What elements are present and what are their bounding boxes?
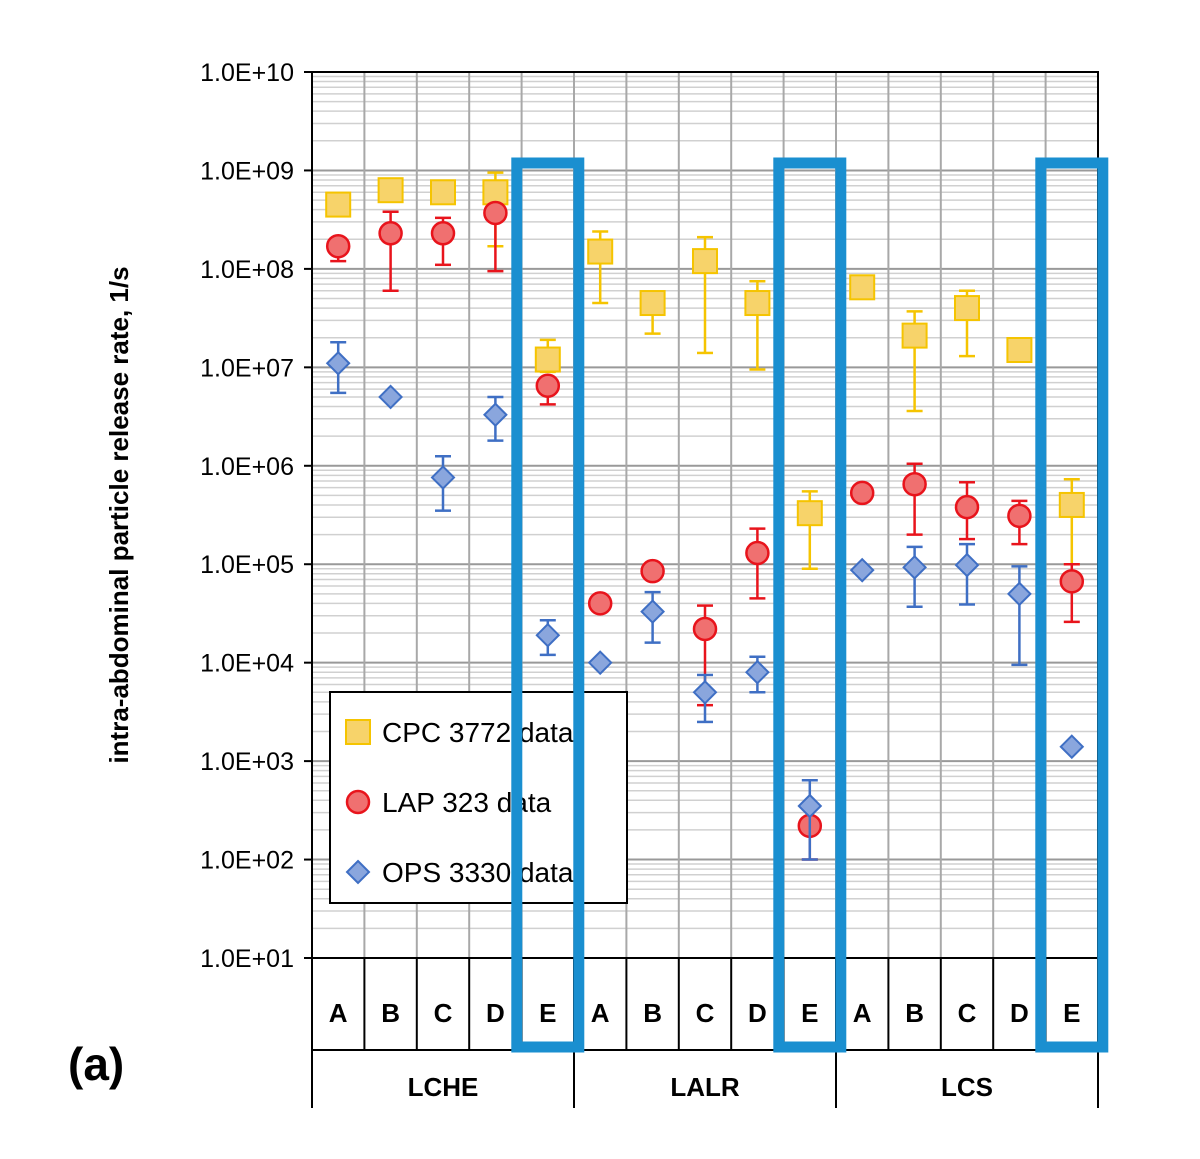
legend-label: CPC 3772 data	[382, 717, 574, 748]
data-point	[640, 599, 666, 625]
data-point	[849, 274, 876, 301]
highlight-box	[1035, 157, 1109, 1053]
data-point	[345, 789, 371, 815]
data-point	[378, 384, 404, 410]
data-point	[587, 238, 614, 265]
data-point	[377, 177, 404, 204]
data-point	[534, 346, 561, 373]
category-label: D	[486, 998, 505, 1028]
data-point	[1059, 569, 1085, 594]
y-tick-label: 1.0E+06	[200, 453, 294, 481]
data-point	[954, 295, 980, 322]
category-label: C	[696, 998, 715, 1028]
highlight-box	[511, 157, 585, 1053]
category-label: E	[801, 998, 818, 1028]
category-label: A	[591, 998, 610, 1028]
y-axis-label: intra-abdominal particle release rate, 1…	[104, 266, 134, 763]
highlight-box	[773, 157, 847, 1053]
data-point	[1006, 581, 1032, 607]
data-point	[640, 558, 665, 584]
data-point	[378, 221, 403, 246]
category-label: D	[748, 998, 767, 1028]
data-point	[639, 290, 666, 317]
data-point	[1007, 503, 1032, 529]
y-tick-label: 1.0E+08	[200, 256, 294, 284]
category-label: B	[905, 998, 924, 1028]
data-point	[1058, 491, 1085, 518]
data-point	[587, 650, 613, 676]
data-point	[692, 248, 718, 275]
y-tick-label: 1.0E+01	[200, 945, 294, 973]
data-point	[482, 179, 509, 206]
panel-label: (a)	[68, 1038, 124, 1090]
y-tick-label: 1.0E+09	[200, 157, 294, 185]
data-point	[849, 557, 875, 583]
series-square	[325, 171, 1085, 570]
category-label: B	[643, 998, 662, 1028]
data-point	[1006, 336, 1033, 363]
y-tick-label: 1.0E+03	[200, 748, 294, 776]
highlight-boxes	[511, 157, 1109, 1053]
data-point	[954, 552, 980, 578]
data-point	[744, 290, 771, 317]
group-label: LALR	[670, 1072, 740, 1102]
legend-label: LAP 323 data	[382, 787, 552, 818]
x-axis-categories: A B C D E LCHE A B C D E LALR A B C D E LCS	[311, 958, 1099, 1108]
data-point	[482, 402, 508, 428]
data-point	[692, 679, 718, 705]
data-point	[954, 494, 980, 520]
y-tick-label: 1.0E+07	[200, 354, 294, 382]
data-point	[535, 373, 561, 399]
data-point	[901, 322, 928, 349]
data-point	[325, 350, 351, 376]
y-tick-label: 1.0E+05	[200, 551, 294, 579]
category-label: C	[434, 998, 453, 1028]
data-point	[745, 540, 770, 566]
data-point	[345, 859, 371, 885]
data-point	[692, 616, 718, 642]
category-label: A	[853, 998, 872, 1028]
category-label: B	[381, 998, 400, 1028]
data-point	[849, 480, 875, 506]
data-point	[902, 554, 928, 580]
data-point	[430, 179, 456, 206]
data-point	[430, 221, 456, 246]
category-label: A	[329, 998, 348, 1028]
y-tick-label: 1.0E+04	[200, 650, 294, 678]
data-point	[325, 233, 351, 259]
y-axis-ticks: 1.0E+01 1.0E+02 1.0E+03 1.0E+04 1.0E+05 1.0E+…	[200, 59, 312, 973]
category-label: E	[539, 998, 556, 1028]
data-point	[796, 500, 823, 527]
y-tick-label: 1.0E+10	[200, 59, 294, 87]
data-point	[902, 471, 927, 497]
data-point	[535, 622, 561, 648]
data-point	[325, 191, 352, 218]
data-point	[587, 591, 613, 616]
data-point	[483, 200, 508, 226]
y-tick-label: 1.0E+02	[200, 847, 294, 875]
data-point	[430, 465, 456, 490]
category-label: C	[958, 998, 977, 1028]
category-label: E	[1063, 998, 1080, 1028]
category-label: D	[1010, 998, 1029, 1028]
series	[325, 171, 1085, 861]
group-label: LCHE	[408, 1072, 479, 1102]
data-point	[744, 659, 770, 685]
legend-label: OPS 3330 data	[382, 857, 574, 888]
series-diamond	[325, 340, 1085, 861]
data-point	[345, 719, 371, 745]
data-point	[797, 793, 823, 819]
group-label: LCS	[941, 1072, 993, 1102]
data-point	[1059, 734, 1085, 760]
